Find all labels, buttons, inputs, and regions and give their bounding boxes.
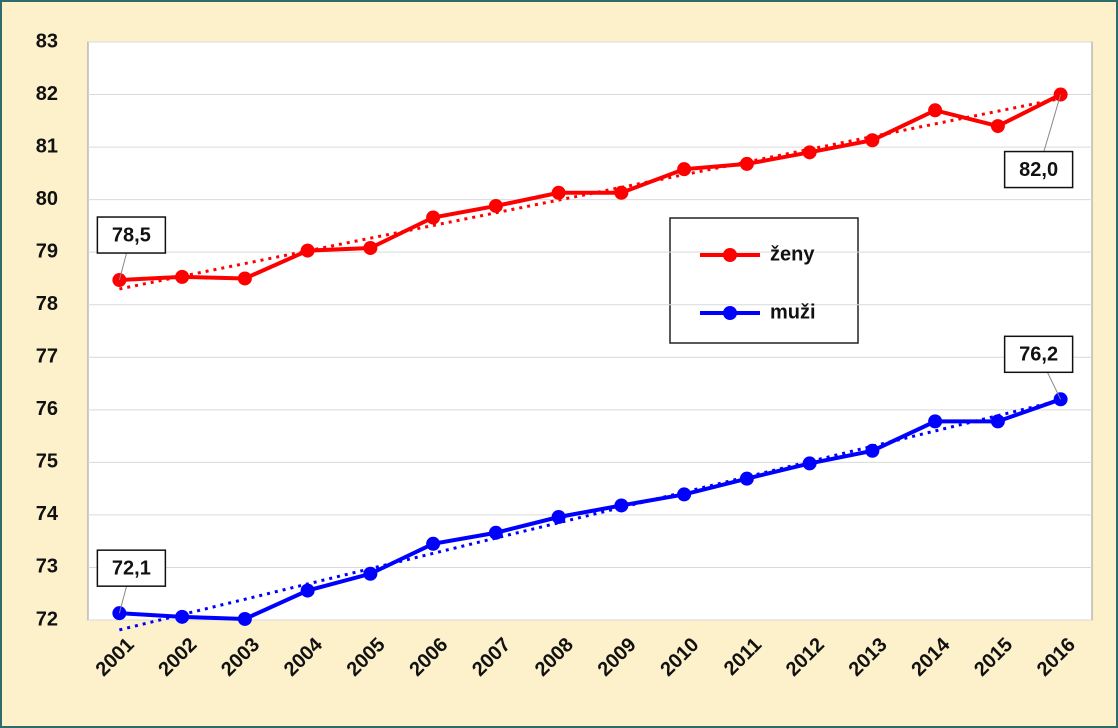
series-line: [119, 92, 1062, 283]
legend-label: muži: [770, 301, 816, 323]
point: [426, 536, 441, 551]
point: [865, 133, 880, 148]
point: [928, 103, 943, 118]
series-line: [119, 397, 1062, 621]
y-tick-label: 76: [36, 398, 58, 420]
point: [551, 185, 566, 200]
point: [488, 525, 503, 540]
y-tick-label: 81: [36, 135, 58, 157]
y-tick-label: 80: [36, 188, 58, 210]
point: [928, 414, 943, 429]
label-box: [96, 549, 167, 587]
point: [488, 198, 503, 213]
data-label: 76,2: [1019, 344, 1058, 366]
point: [614, 498, 629, 513]
trendline: [119, 398, 1061, 632]
point: [363, 240, 378, 255]
point: [300, 243, 315, 258]
data-label: 82,0: [1019, 159, 1058, 181]
point: [739, 471, 754, 486]
y-tick-label: 78: [36, 293, 58, 315]
legend: [669, 217, 859, 344]
point: [363, 566, 378, 581]
legend-marker: [723, 248, 737, 262]
point: [739, 156, 754, 171]
y-tick-label: 79: [36, 240, 58, 262]
y-tick-label: 74: [36, 503, 59, 525]
point: [614, 185, 629, 200]
y-tick-label: 77: [36, 346, 58, 368]
label-box: [96, 216, 167, 254]
point: [300, 583, 315, 598]
point: [865, 443, 880, 458]
point: [237, 611, 252, 626]
legend-label: ženy: [770, 243, 815, 265]
y-tick-label: 75: [36, 451, 58, 473]
y-tick-label: 83: [36, 30, 58, 52]
point: [802, 145, 817, 160]
point: [175, 269, 190, 284]
point: [990, 119, 1005, 134]
label-box: [1003, 335, 1074, 374]
point: [175, 609, 190, 624]
label-box: [1003, 150, 1074, 189]
y-tick-label: 72: [36, 608, 58, 630]
point: [426, 210, 441, 225]
point: [802, 456, 817, 471]
y-tick-label: 73: [36, 556, 58, 578]
point: [677, 162, 692, 177]
point: [677, 487, 692, 502]
legend-marker: [723, 306, 737, 320]
data-label: 78,5: [112, 224, 151, 246]
point: [237, 271, 252, 286]
point: [990, 414, 1005, 429]
y-tick-label: 82: [36, 83, 58, 105]
plot-area: [87, 41, 1093, 621]
point: [551, 510, 566, 525]
data-label: 72,1: [112, 557, 151, 579]
